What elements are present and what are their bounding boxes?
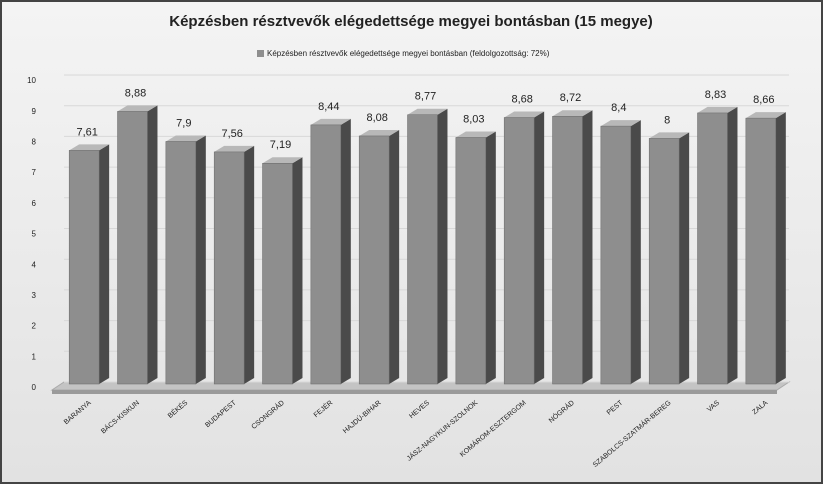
bar-side	[582, 110, 593, 385]
y-tick-label: 1	[32, 352, 37, 361]
y-tick-label: 7	[32, 168, 37, 177]
bar	[117, 111, 148, 385]
y-tick-label: 0	[32, 383, 37, 392]
bar-top	[165, 135, 206, 142]
bar-side	[292, 157, 303, 384]
data-label: 7,9	[176, 117, 191, 129]
bar-side	[679, 132, 690, 384]
bar	[455, 137, 487, 385]
bar-side	[534, 111, 545, 385]
floor-edge	[52, 390, 777, 394]
bar-side	[195, 135, 206, 384]
bar	[358, 135, 390, 385]
data-label: 8,83	[705, 89, 726, 101]
bar	[310, 124, 342, 385]
bar	[745, 117, 777, 385]
data-label: 7,61	[76, 126, 97, 138]
data-label: 8,66	[753, 94, 774, 106]
bar	[600, 125, 632, 385]
bar-top	[552, 110, 593, 117]
bar-top	[697, 106, 738, 113]
data-label: 8,72	[560, 92, 581, 104]
bar	[262, 163, 293, 385]
data-label: 8,44	[318, 101, 339, 113]
data-label: 8,03	[463, 113, 484, 125]
bar-side	[389, 129, 400, 384]
bar	[213, 151, 245, 385]
bar-top	[117, 105, 158, 112]
bar	[697, 112, 728, 385]
legend-swatch	[257, 50, 264, 57]
bar-side	[147, 105, 158, 384]
bar-top	[310, 118, 351, 125]
data-label: 8	[664, 114, 670, 126]
y-tick-label: 3	[32, 291, 37, 300]
bar-side	[99, 144, 110, 384]
bar-side	[775, 112, 786, 384]
data-label: 8,88	[125, 87, 146, 99]
data-label: 7,56	[221, 128, 242, 140]
bar	[407, 114, 438, 385]
legend-label: Képzésben résztvevők elégedettsége megye…	[267, 49, 550, 58]
bar-side	[244, 145, 255, 384]
data-label: 8,77	[415, 91, 436, 103]
bar	[552, 116, 583, 385]
chart-title: Képzésben résztvevők elégedettsége megye…	[169, 13, 653, 30]
y-tick-label: 9	[32, 107, 37, 116]
bar-top	[262, 157, 303, 164]
bar-top	[600, 120, 641, 127]
bar-top	[359, 129, 400, 136]
bar-side	[727, 106, 738, 384]
data-label: 8,08	[366, 112, 387, 124]
bar-top	[455, 131, 496, 138]
y-tick-label: 4	[32, 260, 37, 269]
bar-side	[340, 118, 351, 384]
bar	[503, 117, 535, 385]
y-tick-label: 8	[32, 138, 37, 147]
bar-side	[485, 131, 496, 384]
bar-top	[649, 132, 690, 139]
bar-top	[407, 108, 448, 115]
y-tick-label: 2	[32, 322, 37, 331]
bar-side	[630, 120, 641, 385]
data-label: 7,19	[270, 139, 291, 151]
bar-side	[437, 108, 448, 385]
y-tick-label: 5	[32, 230, 37, 239]
bar	[648, 138, 680, 385]
y-tick-label: 6	[32, 199, 37, 208]
bar-top	[214, 145, 255, 152]
bar-top	[69, 144, 110, 151]
data-label: 8,4	[611, 102, 626, 114]
y-tick-label: 10	[27, 76, 36, 85]
data-label: 8,68	[511, 93, 532, 105]
bar	[68, 150, 100, 385]
bar-top	[504, 111, 545, 118]
bar-top	[745, 112, 786, 119]
bar	[165, 141, 197, 385]
